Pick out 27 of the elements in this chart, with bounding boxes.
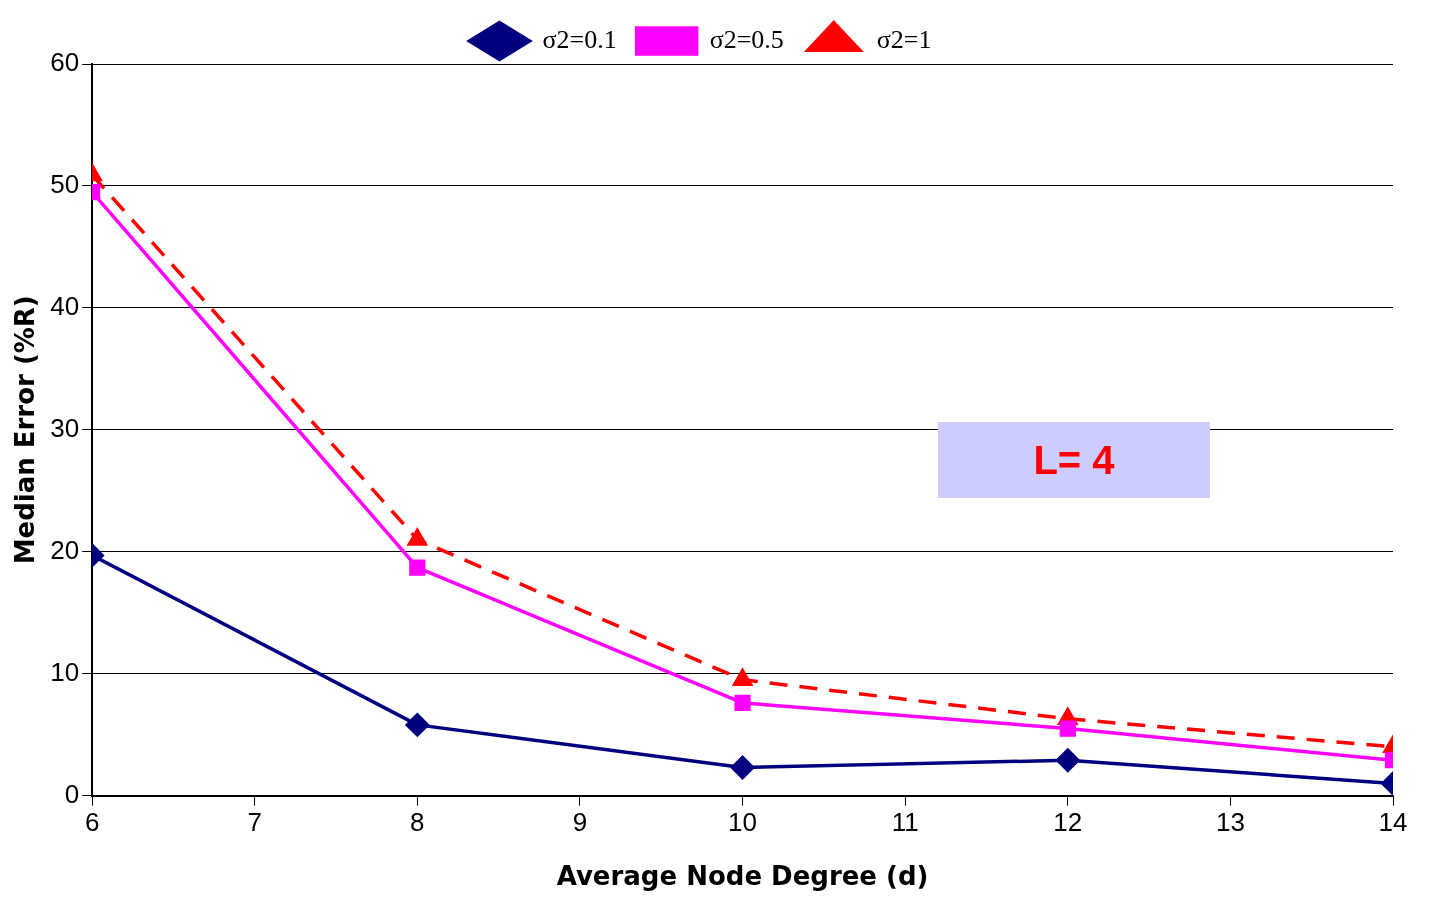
x-tick-label: 13 (1215, 807, 1245, 838)
x-tick-label: 9 (572, 807, 588, 838)
point (1059, 720, 1076, 737)
x-axis-title: Average Node Degree (d) (556, 861, 929, 892)
annotation: L= 4 (1033, 437, 1115, 483)
y-tick-label: 60 (50, 47, 80, 78)
legend-label: σ2=0.5 (709, 24, 784, 54)
y-tick-label: 40 (50, 291, 80, 322)
point (733, 669, 753, 687)
x-tick-label: 12 (1053, 807, 1083, 838)
y-axis-title: Median Error (%R) (10, 295, 41, 565)
x-tick-label: 6 (84, 807, 100, 838)
point (730, 755, 755, 780)
x-tick-label: 10 (728, 807, 758, 838)
point (734, 694, 751, 712)
y-tick-label: 10 (50, 656, 80, 687)
y-tick-label: 0 (64, 778, 80, 809)
x-tick-label: 7 (247, 807, 262, 838)
legend-label: σ2=1 (876, 24, 932, 54)
y-tick-label: 20 (50, 534, 80, 565)
legend-label: σ2=0.1 (542, 24, 617, 54)
x-tick-label: 11 (891, 807, 919, 838)
x-tick-label: 14 (1378, 807, 1408, 838)
x-tick-label: 8 (410, 807, 425, 838)
y-tick-label: 30 (50, 412, 80, 443)
label-box: L= 4 (938, 422, 1210, 498)
y-tick-label: 50 (50, 169, 80, 200)
